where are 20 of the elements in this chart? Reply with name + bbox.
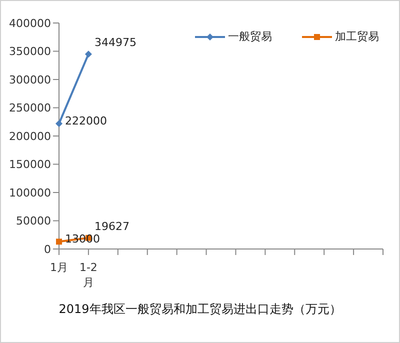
legend-label: 一般贸易 <box>228 29 272 44</box>
x-tick-label: 1-2月 <box>79 261 98 289</box>
legend-label: 加工贸易 <box>335 29 379 44</box>
data-label: 222000 <box>65 114 107 128</box>
y-tick-label: 250000 <box>9 102 51 115</box>
y-tick-label: 150000 <box>9 158 51 172</box>
point <box>84 50 92 58</box>
y-tick-label: 300000 <box>9 73 51 86</box>
y-tick-label: 350000 <box>9 45 51 58</box>
y-tick-label: 200000 <box>9 130 51 143</box>
text: 2019年我区一般贸易和加工贸易进出口走势（万元） <box>58 301 342 318</box>
data-label: 344975 <box>94 36 136 50</box>
y-tick-label: 400000 <box>9 16 51 30</box>
point <box>56 120 62 128</box>
x-tick-label: 1月 <box>50 261 68 274</box>
point <box>56 238 62 245</box>
y-tick-label: 100000 <box>9 186 51 200</box>
y-tick-label: 50000 <box>16 214 51 228</box>
data-label: 19627 <box>94 220 130 233</box>
y-tick-label: 0 <box>44 242 51 256</box>
